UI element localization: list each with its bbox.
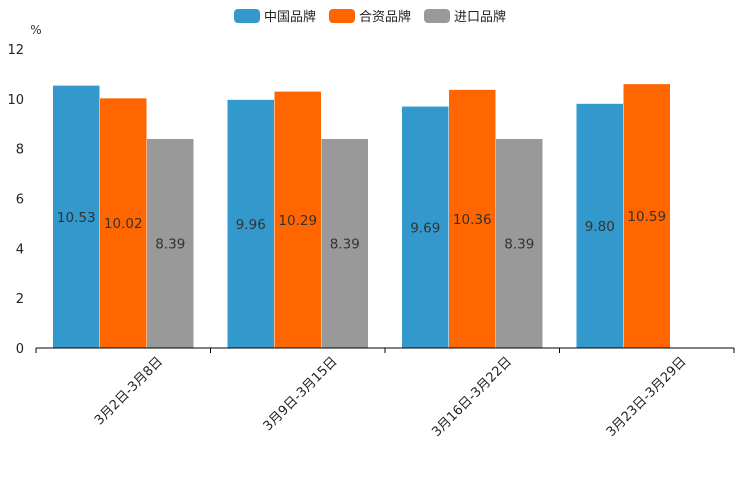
bar <box>623 84 670 348</box>
bar <box>402 106 449 349</box>
y-tick-label: 10 <box>7 93 24 108</box>
bar-value-label: 10.02 <box>104 216 143 232</box>
bar-value-label: 10.53 <box>57 210 96 226</box>
y-axis: 0 2 4 6 8 10 12 <box>7 43 24 357</box>
y-tick-label: 0 <box>16 342 24 357</box>
bar-value-label: 10.59 <box>627 209 666 225</box>
x-category-label: 3月9日-3月15日 <box>261 354 341 434</box>
y-tick-label: 2 <box>16 292 24 307</box>
bar-value-label: 10.29 <box>278 213 317 229</box>
legend-swatch <box>329 9 355 23</box>
y-tick-label: 12 <box>7 43 24 58</box>
x-category-label: 3月16日-3月22日 <box>429 354 515 440</box>
bars: 10.53 9.96 9.69 9.80 10.02 10.29 10.36 10.59 8.3… <box>53 84 670 349</box>
legend-label: 中国品牌 <box>264 9 316 25</box>
legend: 中国品牌 合资品牌 进口品牌 <box>234 9 506 25</box>
x-axis: 3月2日-3月8日 3月9日-3月15日 3月16日-3月22日 3月23日-3月29… <box>35 347 735 440</box>
bar-value-label: 8.39 <box>330 236 360 252</box>
bar <box>576 103 623 348</box>
y-axis-label: % <box>30 23 41 37</box>
bar <box>147 138 194 348</box>
y-tick-label: 8 <box>16 143 24 158</box>
y-tick-label: 4 <box>16 242 24 257</box>
bar-value-label: 10.36 <box>453 212 492 228</box>
bar <box>227 99 274 348</box>
x-category-label: 3月23日-3月29日 <box>604 354 690 440</box>
bar <box>449 89 496 348</box>
bar-value-label: 9.69 <box>410 220 440 236</box>
bar-value-label: 9.80 <box>585 219 615 235</box>
bar <box>274 91 321 349</box>
bar-value-label: 9.96 <box>236 217 266 233</box>
legend-label: 进口品牌 <box>454 9 506 25</box>
legend-label: 合资品牌 <box>359 9 411 25</box>
legend-swatch <box>234 9 260 23</box>
bar <box>496 138 543 348</box>
x-category-label: 3月2日-3月8日 <box>92 354 166 428</box>
bar <box>53 85 100 348</box>
legend-swatch <box>424 9 450 23</box>
bar <box>100 98 147 349</box>
bar-value-label: 8.39 <box>504 236 534 252</box>
bar <box>321 138 368 348</box>
bar-value-label: 8.39 <box>155 236 185 252</box>
y-tick-label: 6 <box>16 193 24 208</box>
